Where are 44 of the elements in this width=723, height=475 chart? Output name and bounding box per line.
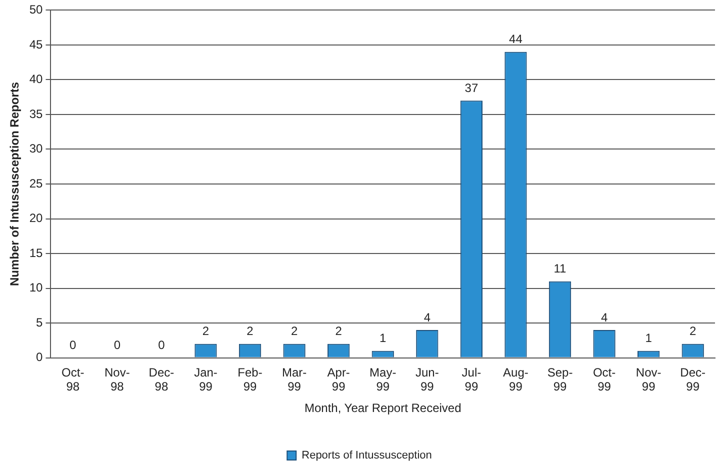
y-tick-label: 20 <box>29 211 44 226</box>
x-tick-label: Oct-98 <box>62 365 84 394</box>
y-tick-label: 25 <box>29 176 44 190</box>
x-tick-label: Jul-99 <box>462 365 482 394</box>
data-label: 44 <box>509 32 523 46</box>
data-label: 2 <box>202 324 210 338</box>
data-label: 2 <box>290 324 298 338</box>
x-tick-label: Apr-99 <box>327 365 350 394</box>
data-label: 4 <box>424 310 431 324</box>
x-tick-label: Dec-98 <box>148 365 174 394</box>
y-tick-label: 50 <box>29 2 44 17</box>
x-tick-label: Nov-98 <box>104 365 130 394</box>
data-label: 2 <box>335 324 342 338</box>
y-axis-title: Number of Intussusception Reports <box>8 82 22 286</box>
y-tick-label: 45 <box>29 37 44 52</box>
y-tick-label: 0 <box>36 350 44 364</box>
legend-label: Reports of Intussusception <box>302 450 432 462</box>
data-label: 2 <box>690 324 697 338</box>
y-tick-label: 15 <box>29 246 44 260</box>
data-label: 0 <box>70 338 77 352</box>
data-label: 1 <box>380 331 387 346</box>
data-label: 1 <box>645 331 652 346</box>
x-tick-label: May-99 <box>370 365 396 394</box>
x-axis-title: Month, Year Report Received <box>304 401 462 416</box>
data-label: 37 <box>464 80 478 95</box>
y-tick-label: 35 <box>29 106 44 121</box>
x-tick-label: Jun-99 <box>415 365 439 394</box>
x-tick-label: Aug-99 <box>503 365 528 394</box>
data-label: 0 <box>114 338 121 352</box>
y-tick-label: 30 <box>29 142 44 156</box>
data-label: 4 <box>600 310 608 324</box>
y-tick-label: 10 <box>29 280 44 295</box>
x-tick-label: Sep-99 <box>547 365 573 394</box>
x-tick-label: Nov-99 <box>636 365 662 394</box>
y-tick-label: 5 <box>36 315 44 330</box>
x-tick-label: Mar-99 <box>282 365 307 394</box>
data-label: 11 <box>554 262 567 276</box>
data-label: 0 <box>158 338 166 352</box>
x-tick-label: Jan-99 <box>194 365 218 394</box>
x-tick-label: Feb-99 <box>238 365 262 394</box>
x-tick-label: Dec-99 <box>680 365 706 394</box>
x-tick-label: Oct-99 <box>592 365 616 394</box>
y-tick-label: 40 <box>29 72 44 86</box>
data-label: 2 <box>246 324 254 338</box>
